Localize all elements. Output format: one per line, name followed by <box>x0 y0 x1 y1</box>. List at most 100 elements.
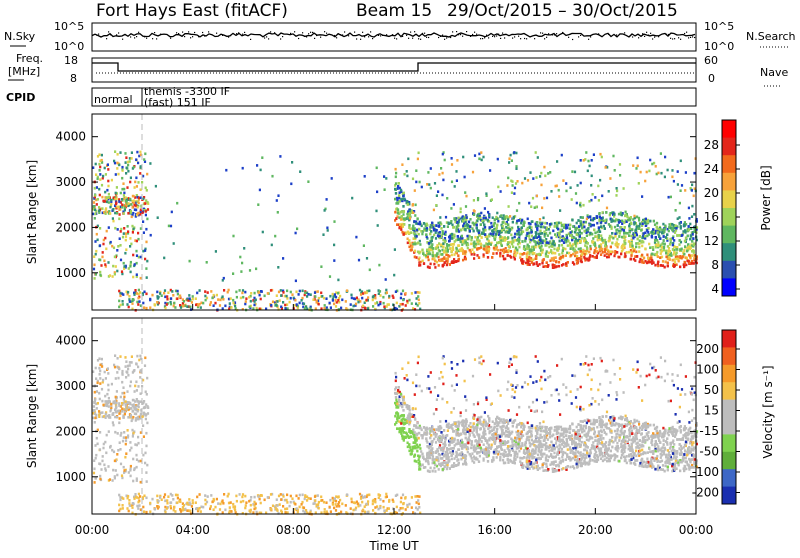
echo-cell <box>440 227 442 230</box>
echo-cell <box>616 251 618 254</box>
echo-cell <box>601 248 603 251</box>
echo-cell <box>99 271 101 274</box>
echo-cell <box>412 178 414 181</box>
echo-cell <box>216 498 218 501</box>
echo-cell <box>138 289 140 292</box>
echo-cell <box>560 256 562 259</box>
echo-cell <box>562 179 564 182</box>
nsearch-point <box>470 36 471 37</box>
echo-cell <box>461 237 463 240</box>
echo-cell <box>553 248 555 251</box>
colorbar-tick-label: 28 <box>704 138 719 152</box>
echo-cell <box>504 239 506 242</box>
echo-cell <box>99 370 101 373</box>
echo-cell <box>598 199 600 202</box>
echo-cell <box>680 234 682 237</box>
echo-cell <box>531 235 533 238</box>
echo-cell <box>129 441 131 444</box>
echo-cell <box>604 254 606 257</box>
echo-cell <box>543 197 545 200</box>
nsearch-point <box>180 35 181 36</box>
echo-cell <box>323 307 325 310</box>
echo-cell <box>657 241 659 244</box>
echo-cell <box>648 243 650 246</box>
echo-cell <box>614 220 616 223</box>
echo-cell <box>339 295 341 298</box>
echo-cell <box>679 202 681 205</box>
echo-cell <box>431 237 433 240</box>
echo-cell <box>524 240 526 243</box>
echo-cell <box>130 414 132 417</box>
echo-cell <box>122 504 124 507</box>
echo-cell <box>604 248 606 251</box>
echo-cell <box>526 253 528 256</box>
echo-cell <box>653 220 655 223</box>
echo-cell <box>492 252 494 255</box>
echo-cell <box>638 219 640 222</box>
echo-cell <box>95 253 97 256</box>
echo-cell <box>570 231 572 234</box>
echo-cell <box>686 247 688 250</box>
nsearch-tick-low: 10^0 <box>704 40 734 53</box>
echo-cell <box>445 216 447 219</box>
echo-cell <box>426 249 428 252</box>
echo-cell <box>500 249 502 252</box>
echo-cell <box>570 254 572 257</box>
echo-cell <box>621 250 623 253</box>
echo-cell <box>544 222 546 225</box>
echo-cell <box>442 179 444 182</box>
echo-cell <box>250 292 252 295</box>
echo-cell <box>576 233 578 236</box>
echo-cell <box>639 261 641 264</box>
echo-cell <box>127 164 129 167</box>
echo-cell <box>121 474 123 477</box>
echo-cell <box>400 303 402 306</box>
echo-cell <box>327 229 329 232</box>
echo-cell <box>693 250 695 253</box>
echo-cell <box>576 222 578 225</box>
echo-cell <box>514 236 516 239</box>
echo-cell <box>95 457 97 460</box>
echo-cell <box>460 249 462 252</box>
echo-cell <box>301 503 303 506</box>
echo-cell <box>556 160 558 163</box>
echo-cell <box>624 232 626 235</box>
echo-cell <box>108 193 110 196</box>
colorbar-swatch <box>722 226 736 244</box>
echo-cell <box>510 180 512 183</box>
echo-cell <box>693 172 695 175</box>
echo-cell <box>566 234 568 237</box>
echo-cell <box>452 226 454 229</box>
echo-cell <box>388 295 390 298</box>
echo-cell <box>227 291 229 294</box>
echo-cell <box>540 184 542 187</box>
echo-cell <box>518 228 520 231</box>
echo-cell <box>522 230 524 233</box>
colorbar-tick-label: 8 <box>711 258 719 272</box>
echo-cell <box>457 238 459 241</box>
echo-cell <box>142 402 144 405</box>
echo-cell <box>131 361 133 364</box>
echo-cell <box>219 299 221 302</box>
echo-cell <box>445 258 447 261</box>
echo-cell <box>400 297 402 300</box>
echo-cell <box>118 422 120 425</box>
echo-cell <box>402 503 404 506</box>
echo-cell <box>131 216 133 219</box>
echo-cell <box>139 172 141 175</box>
echo-cell <box>299 170 301 173</box>
echo-cell <box>438 173 440 176</box>
echo-cell <box>167 291 169 294</box>
echo-cell <box>674 264 676 267</box>
echo-cell <box>264 295 266 298</box>
echo-cell <box>518 219 520 222</box>
echo-cell <box>491 225 493 228</box>
echo-cell <box>583 240 585 243</box>
nsearch-point <box>520 38 521 39</box>
echo-cell <box>127 225 129 228</box>
nsearch-point <box>608 34 609 35</box>
echo-cell <box>477 236 479 239</box>
echo-cell <box>574 255 576 258</box>
echo-cell <box>149 510 151 513</box>
echo-cell <box>125 172 127 175</box>
